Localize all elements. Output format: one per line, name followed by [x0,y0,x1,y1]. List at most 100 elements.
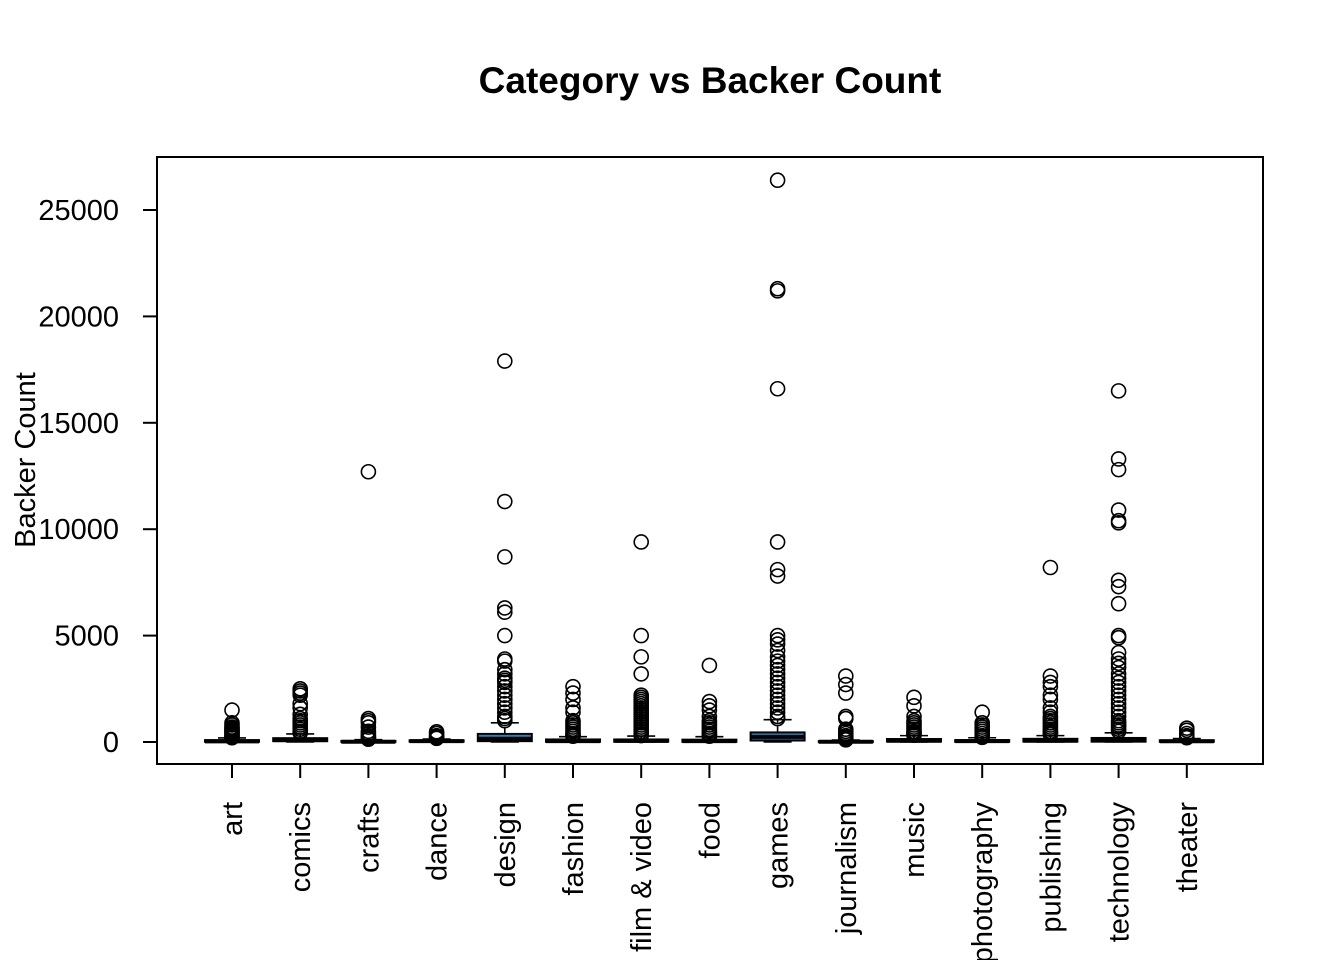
outlier-point [633,666,650,682]
outlier-point [496,353,513,369]
outlier-point [496,493,513,510]
y-tick-label: 10000 [38,514,119,546]
outlier-point [1110,700,1127,716]
outlier-point [496,604,513,620]
outlier-point [1110,578,1127,595]
outlier-point [292,695,309,712]
outlier-point [769,700,786,716]
outlier-point [769,534,786,550]
outlier-point [1110,502,1127,518]
box-games [749,172,806,743]
outlier-point [1110,651,1127,667]
outlier-point [701,698,718,714]
outlier-point [769,691,786,708]
y-tick-label: 0 [103,727,119,759]
outlier-point [1042,691,1059,708]
outlier-point [1110,678,1127,695]
outlier-point [633,727,650,744]
y-tick-label: 20000 [38,301,119,333]
box-theater [1158,720,1215,746]
outlier-point [837,710,854,727]
outlier-point [224,702,240,718]
outlier-point [1042,726,1059,743]
outlier-point [633,649,650,665]
outlier-point [292,706,309,723]
box-photography [954,704,1011,746]
outlier-point [496,704,513,721]
box-publishing [1022,559,1079,743]
outlier-point [1110,674,1127,691]
outlier-point [1042,674,1059,691]
box-dance [408,723,465,747]
x-tick-label: fashion [558,802,590,896]
outlier-point [496,666,513,682]
x-tick-label: dance [422,802,454,881]
outlier-point [769,704,786,721]
outlier-point [1042,687,1059,703]
outlier-point [701,693,718,710]
outlier-point [292,687,309,703]
x-tick-label: games [763,802,795,889]
outlier-point [1110,572,1127,589]
outlier-point [1110,461,1127,478]
x-tick-label: theater [1172,802,1204,893]
outlier-point [769,678,786,695]
outlier-point [974,704,991,721]
box-film-video [613,534,670,744]
outlier-point [292,725,309,741]
outlier-point [769,683,786,699]
outlier-point [769,687,786,703]
outlier-point [974,729,991,746]
box-art [204,702,260,746]
outlier-point [701,702,718,718]
x-tick-label: photography [967,802,999,960]
x-tick-label: music [899,802,931,878]
outlier-point [1110,683,1127,699]
outlier-point [496,700,513,716]
outlier-point [496,627,513,644]
outlier-point [1110,659,1127,676]
outlier-point [769,666,786,682]
outlier-point [906,698,922,714]
outlier-point [1042,704,1059,721]
outlier-point [1110,687,1127,703]
y-tick-label: 5000 [54,621,119,653]
outlier-point [769,627,786,644]
x-tick-label: design [490,802,522,887]
outlier-point [701,708,718,725]
outlier-point [496,678,513,695]
outlier-point [1042,668,1059,684]
outlier-point [1042,678,1059,695]
outlier-point [1110,383,1127,399]
box-comics [272,680,329,743]
outlier-point [769,283,786,299]
outlier-point [565,704,581,721]
outlier-point [769,561,786,578]
outlier-point [1110,644,1127,661]
outlier-point [769,657,786,674]
box-crafts [340,463,397,748]
outlier-point [1110,666,1127,682]
outlier-point [292,700,309,716]
outlier-point [769,642,786,659]
outlier-point [1110,708,1127,725]
outlier-point [633,534,650,550]
outlier-point [565,691,581,708]
outlier-point [701,728,718,745]
outlier-point [496,661,513,678]
box-music [886,689,942,743]
outlier-point [769,380,786,397]
outlier-point [1110,691,1127,708]
outlier-point [769,172,786,189]
box-fashion [545,678,601,745]
outlier-point [496,687,513,703]
outlier-point [496,600,513,616]
outlier-point [1110,451,1127,467]
x-tick-label: art [217,802,249,836]
outlier-point [837,668,854,684]
outlier-point [496,549,513,565]
box-series [204,172,1215,748]
outlier-point [360,463,377,480]
outlier-point [769,653,786,669]
outlier-point [837,676,854,693]
